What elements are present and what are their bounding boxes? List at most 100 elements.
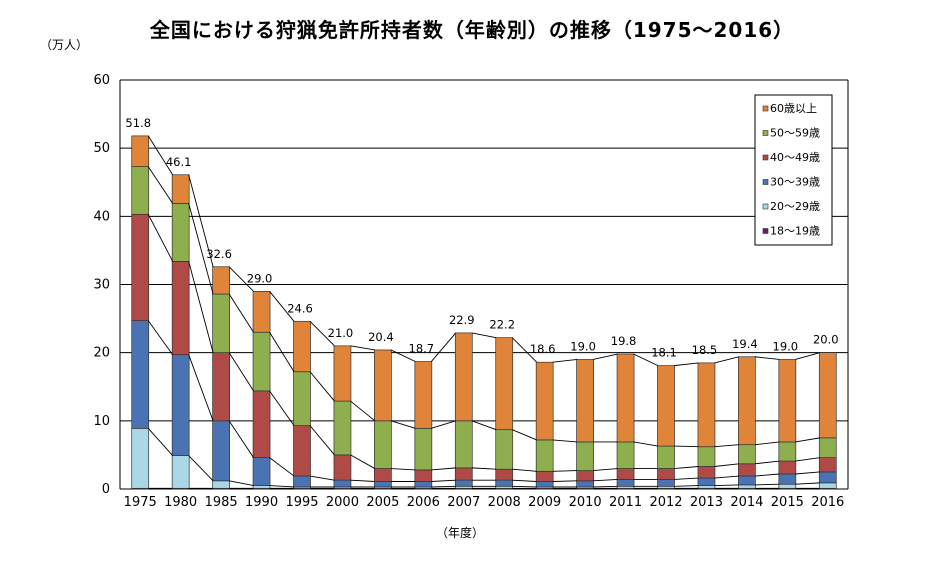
- connector-line: [795, 352, 820, 360]
- total-value-label: 19.4: [732, 337, 758, 351]
- bar-segment: [616, 468, 635, 480]
- x-tick-label: 2013: [690, 495, 723, 510]
- connector-line: [552, 480, 578, 482]
- bar-segment: [171, 455, 190, 489]
- bar-segment: [778, 441, 797, 462]
- connector-line: [269, 457, 295, 477]
- bar-segment: [252, 457, 271, 486]
- bar-segment: [697, 485, 716, 489]
- bar-segment: [414, 469, 433, 482]
- bar-segment: [738, 475, 756, 486]
- total-value-label: 51.8: [125, 116, 151, 130]
- bar-segment: [212, 480, 230, 489]
- bar-segment: [535, 361, 554, 441]
- bar-segment: [535, 481, 554, 488]
- bar-segment: [131, 213, 150, 321]
- bar-segment: [333, 479, 352, 488]
- bar-segment: [778, 460, 797, 475]
- bar-segment: [818, 482, 837, 489]
- bar-segment: [131, 166, 150, 215]
- connector-line: [714, 475, 739, 479]
- bar-segment: [252, 290, 271, 333]
- y-tick-label: 40: [93, 209, 110, 224]
- x-tick-label: 2005: [366, 495, 399, 510]
- bar-segment: [293, 371, 311, 426]
- bar-segment: [495, 429, 514, 470]
- bar-segment: [454, 467, 473, 481]
- total-value-label: 18.7: [409, 342, 435, 356]
- bar-segment: [131, 135, 150, 167]
- bar-segment: [131, 427, 150, 489]
- connector-line: [309, 425, 335, 456]
- total-value-label: 29.0: [247, 271, 273, 285]
- legend-label: 20～29歳: [770, 200, 820, 213]
- bar-segment: [171, 203, 190, 262]
- total-value-label: 32.6: [206, 247, 232, 261]
- y-tick-label: 30: [93, 278, 110, 293]
- bar-segment: [697, 446, 716, 467]
- connector-line: [390, 468, 416, 471]
- bar-segment: [818, 471, 837, 484]
- bar-segment: [495, 479, 514, 487]
- connector-line: [147, 135, 174, 175]
- connector-line: [229, 480, 254, 487]
- bar-segment: [738, 484, 756, 489]
- connector-line: [147, 428, 174, 456]
- bar-segment: [697, 466, 716, 479]
- legend-box: [754, 94, 833, 246]
- bar-segment: [252, 390, 271, 458]
- connector-line: [714, 356, 739, 364]
- connector-line: [795, 437, 820, 443]
- x-tick-label: 2006: [407, 495, 440, 510]
- connector-line: [754, 483, 780, 486]
- connector-line: [754, 356, 780, 360]
- connector-line: [188, 354, 214, 421]
- bar-segment: [738, 356, 756, 446]
- bar-segment: [738, 463, 756, 477]
- y-tick-label: 20: [93, 346, 110, 361]
- connector-line: [593, 485, 618, 488]
- bar-stacks: [131, 135, 837, 490]
- connector-line: [754, 473, 780, 477]
- connector-line: [431, 479, 456, 482]
- x-tick-label: 1990: [245, 495, 278, 510]
- connector-line: [714, 484, 739, 487]
- total-value-label: 21.0: [328, 326, 354, 340]
- connector-line: [673, 445, 699, 448]
- bar-segment: [414, 361, 433, 429]
- total-value-label: 19.0: [570, 339, 596, 353]
- connector-line: [714, 463, 739, 467]
- bar-segment: [616, 441, 635, 469]
- bar-segment: [576, 480, 594, 488]
- connector-line: [350, 454, 376, 469]
- connector-line: [552, 470, 578, 472]
- bar-segment: [171, 260, 190, 356]
- bar-segment: [778, 483, 797, 489]
- x-tick-label: 2000: [326, 495, 359, 510]
- connector-line: [512, 479, 537, 482]
- bar-segment: [576, 359, 594, 443]
- connector-line: [552, 359, 578, 363]
- legend-swatch: [762, 179, 769, 185]
- bar-segment: [616, 479, 635, 487]
- y-tick-label: 50: [93, 141, 110, 156]
- bar-segment: [374, 481, 392, 488]
- connector-line: [228, 266, 254, 292]
- grid-lines: [120, 79, 848, 490]
- connector-line: [228, 293, 254, 333]
- x-tick-label: 2008: [488, 495, 521, 510]
- connector-line: [269, 331, 295, 372]
- bar-segment: [454, 479, 473, 487]
- connector-line: [188, 261, 214, 353]
- bar-segment: [495, 468, 514, 481]
- bar-segment: [657, 445, 675, 469]
- connector-line: [593, 479, 618, 482]
- connector-line: [471, 467, 497, 470]
- bar-segment: [616, 353, 635, 443]
- connector-line: [673, 485, 699, 487]
- connector-line: [633, 353, 659, 367]
- bar-segment: [818, 457, 837, 473]
- connector-line: [633, 441, 659, 447]
- bar-segment: [657, 479, 675, 487]
- x-tick-label: 2009: [528, 495, 561, 510]
